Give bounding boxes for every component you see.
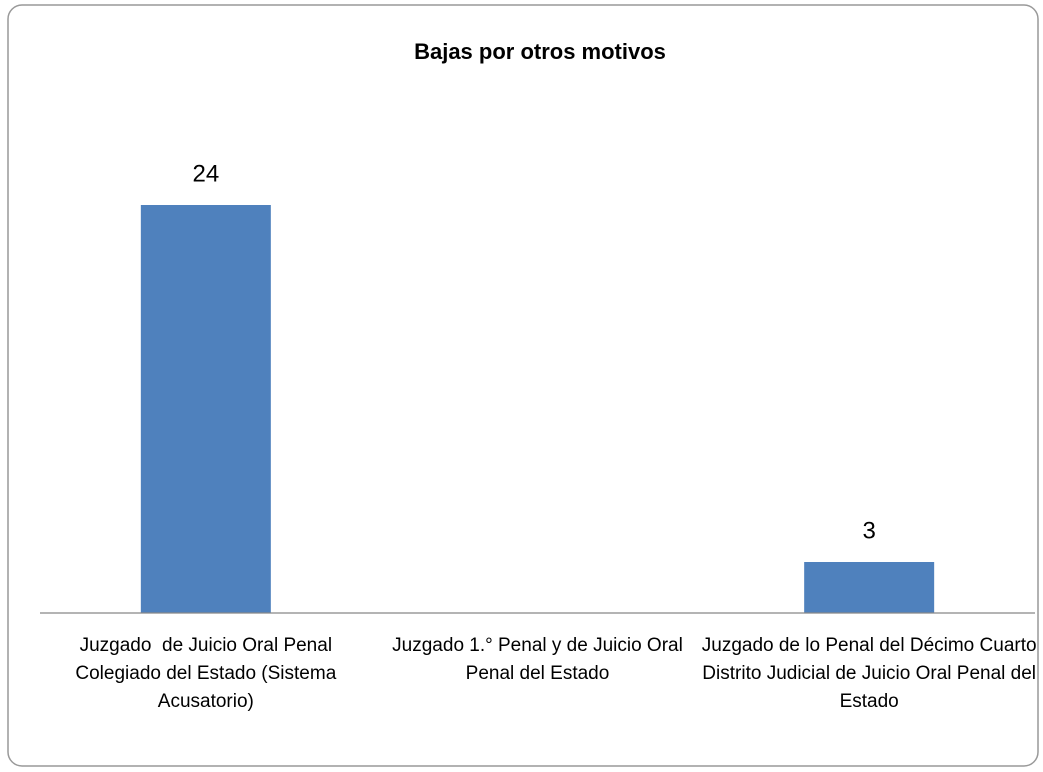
chart-title: Bajas por otros motivos: [414, 39, 666, 64]
x-tick-label: Juzgado de lo Penal del Décimo Cuarto Di…: [701, 635, 1042, 712]
bar: [140, 205, 271, 613]
data-label: 24: [192, 160, 219, 187]
data-label: 3: [862, 517, 875, 544]
x-tick-label: Juzgado de Juicio Oral Penal Colegiado d…: [75, 635, 341, 712]
x-tick-label: Juzgado 1.° Penal y de Juicio Oral Penal…: [392, 635, 689, 684]
bar: [804, 562, 935, 613]
